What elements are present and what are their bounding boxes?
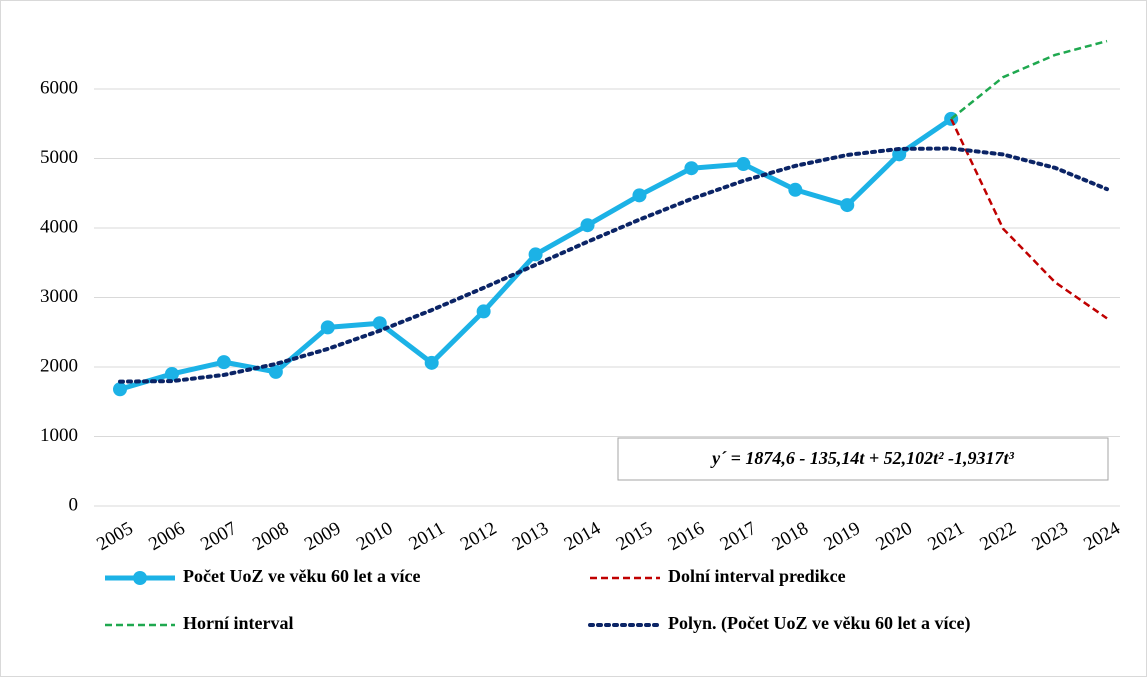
y-tick-label: 5000 [40, 147, 78, 168]
legend-label: Polyn. (Počet UoZ ve věku 60 let a více) [668, 613, 970, 634]
y-tick-label: 4000 [40, 216, 78, 237]
data-point [476, 304, 491, 319]
legend-marker [133, 571, 147, 585]
data-point [736, 157, 751, 172]
data-point [580, 218, 595, 233]
y-tick-label: 6000 [40, 77, 78, 98]
data-point [788, 182, 803, 197]
series-line [950, 39, 1108, 120]
data-point [840, 198, 855, 213]
equation-box [617, 437, 1109, 481]
y-tick-label: 2000 [40, 355, 78, 376]
legend-label: Počet UoZ ve věku 60 let a více [183, 566, 420, 586]
data-point [684, 161, 699, 176]
y-tick-label: 0 [69, 494, 79, 515]
y-tick-label: 1000 [40, 425, 78, 446]
legend-label: Dolní interval predikce [668, 566, 846, 586]
series-line [950, 118, 1108, 320]
data-point [424, 355, 439, 370]
legend-label: Horní interval [183, 613, 294, 633]
data-point [320, 320, 335, 335]
data-point [372, 316, 387, 331]
data-point [113, 382, 127, 397]
data-point [268, 364, 283, 379]
equation: y´ = 1874,6 - 135,14t + 52,102t² -1,9317… [710, 448, 1014, 468]
data-point [164, 366, 179, 381]
data-point [216, 355, 231, 370]
y-tick-label: 3000 [40, 286, 78, 307]
data-point [632, 188, 647, 203]
series-line [118, 146, 1109, 384]
data-point [528, 247, 543, 262]
